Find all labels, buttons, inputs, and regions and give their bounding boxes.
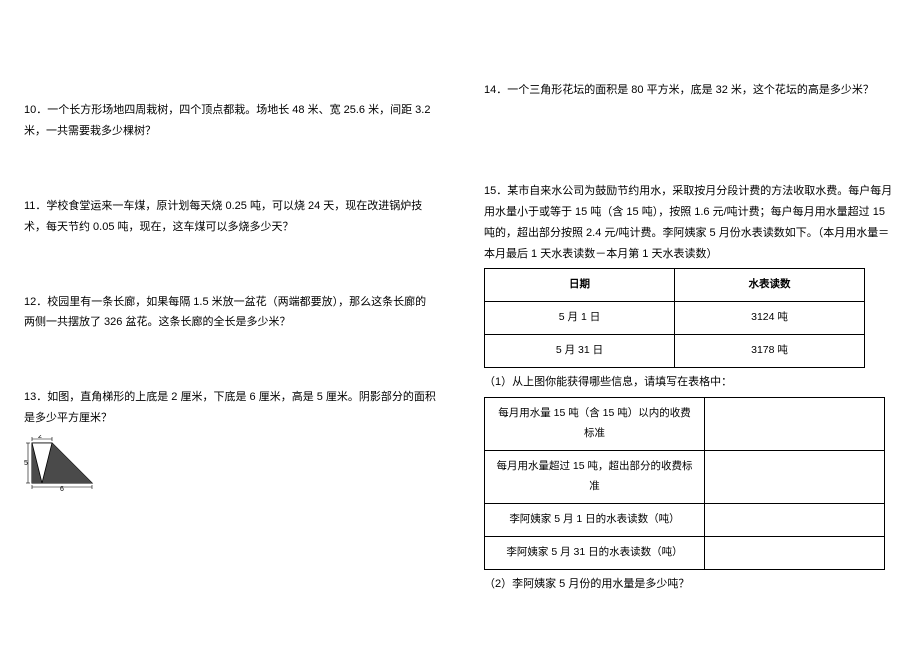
cell-label: 每月用水量超过 15 吨，超出部分的收费标准: [485, 451, 705, 504]
question-15: 15．某市自来水公司为鼓励节约用水，采取按月分段计费的方法收取水费。每户每月用水…: [484, 181, 896, 595]
question-15-sub2: （2）李阿姨家 5 月份的用水量是多少吨？: [484, 574, 896, 595]
question-14: 14．一个三角形花坛的面积是 80 平方米，底是 32 米，这个花坛的高是多少米…: [484, 80, 896, 101]
right-column: 14．一个三角形花坛的面积是 80 平方米，底是 32 米，这个花坛的高是多少米…: [460, 0, 920, 650]
cell-label: 每月用水量 15 吨（含 15 吨）以内的收费标准: [485, 398, 705, 451]
question-12: 12．校园里有一条长廊，如果每隔 1.5 米放一盆花（两端都要放），那么这条长廊…: [24, 292, 436, 334]
trapezoid-figure: 2 5 6: [24, 435, 436, 499]
table-row: 李阿姨家 5 月 1 日的水表读数（吨）: [485, 503, 885, 536]
info-fill-table: 每月用水量 15 吨（含 15 吨）以内的收费标准 每月用水量超过 15 吨，超…: [484, 397, 885, 570]
question-14-text: 14．一个三角形花坛的面积是 80 平方米，底是 32 米，这个花坛的高是多少米…: [484, 80, 896, 101]
table-row: 日期 水表读数: [485, 269, 865, 302]
cell-blank: [705, 451, 885, 504]
table-row: 每月用水量超过 15 吨，超出部分的收费标准: [485, 451, 885, 504]
question-15-intro: 15．某市自来水公司为鼓励节约用水，采取按月分段计费的方法收取水费。每户每月用水…: [484, 181, 896, 265]
cell-date: 5 月 1 日: [485, 302, 675, 335]
meter-readings-table: 日期 水表读数 5 月 1 日 3124 吨 5 月 31 日 3178 吨: [484, 268, 865, 368]
cell-label: 李阿姨家 5 月 1 日的水表读数（吨）: [485, 503, 705, 536]
side-label: 5: [24, 460, 28, 467]
question-11-text: 11．学校食堂运来一车煤，原计划每天烧 0.25 吨，可以烧 24 天，现在改进…: [24, 196, 436, 238]
table-row: 李阿姨家 5 月 31 日的水表读数（吨）: [485, 536, 885, 569]
question-10-text: 10．一个长方形场地四周栽树，四个顶点都栽。场地长 48 米、宽 25.6 米，…: [24, 100, 436, 142]
cell-label: 李阿姨家 5 月 31 日的水表读数（吨）: [485, 536, 705, 569]
question-15-sub1: （1）从上图你能获得哪些信息，请填写在表格中：: [484, 372, 896, 393]
table-row: 5 月 1 日 3124 吨: [485, 302, 865, 335]
top-label: 2: [38, 435, 42, 440]
question-12-text: 12．校园里有一条长廊，如果每隔 1.5 米放一盆花（两端都要放），那么这条长廊…: [24, 292, 436, 334]
bottom-label: 6: [60, 486, 64, 491]
cell-blank: [705, 503, 885, 536]
question-10: 10．一个长方形场地四周栽树，四个顶点都栽。场地长 48 米、宽 25.6 米，…: [24, 100, 436, 142]
left-column: 10．一个长方形场地四周栽树，四个顶点都栽。场地长 48 米、宽 25.6 米，…: [0, 0, 460, 650]
cell-date: 5 月 31 日: [485, 335, 675, 368]
cell-blank: [705, 398, 885, 451]
question-11: 11．学校食堂运来一车煤，原计划每天烧 0.25 吨，可以烧 24 天，现在改进…: [24, 196, 436, 238]
question-13: 13．如图，直角梯形的上底是 2 厘米，下底是 6 厘米，高是 5 厘米。阴影部…: [24, 387, 436, 499]
cell-blank: [705, 536, 885, 569]
cell-reading: 3178 吨: [675, 335, 865, 368]
question-13-text: 13．如图，直角梯形的上底是 2 厘米，下底是 6 厘米，高是 5 厘米。阴影部…: [24, 387, 436, 429]
table-row: 每月用水量 15 吨（含 15 吨）以内的收费标准: [485, 398, 885, 451]
col-header-date: 日期: [485, 269, 675, 302]
cell-reading: 3124 吨: [675, 302, 865, 335]
table-row: 5 月 31 日 3178 吨: [485, 335, 865, 368]
col-header-reading: 水表读数: [675, 269, 865, 302]
